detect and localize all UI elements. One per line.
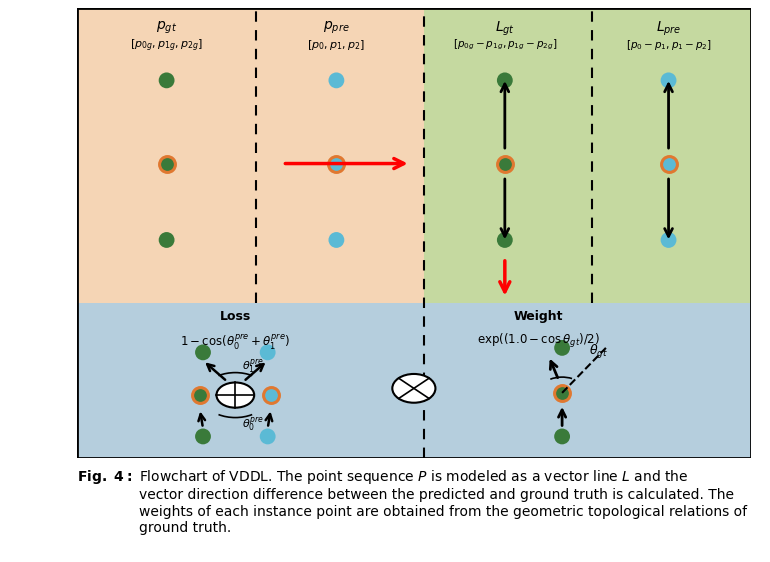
Text: Flowchart of VDDL. The point sequence $P$ is modeled as a vector line $L$ and th: Flowchart of VDDL. The point sequence $P… [139,468,747,535]
Point [330,235,343,244]
Circle shape [392,374,436,403]
Text: $\theta_1^{pre}$: $\theta_1^{pre}$ [242,357,264,375]
Point [262,432,274,441]
Point [556,388,568,397]
Text: $[p_0-p_1,p_1-p_2]$: $[p_0-p_1,p_1-p_2]$ [625,38,711,52]
Bar [424,8,751,303]
Bar [77,8,424,303]
Point [193,391,206,400]
Text: $L_{gt}$: $L_{gt}$ [495,20,515,38]
Point [160,235,172,244]
Text: Weight: Weight [514,310,564,323]
Point [265,391,277,400]
Point [556,432,568,441]
Text: $\theta_0^{pre}$: $\theta_0^{pre}$ [242,415,264,433]
Point [262,348,274,357]
Text: $\theta_{gt}$: $\theta_{gt}$ [589,343,608,361]
Text: $1-\cos(\theta_0^{pre}+\theta_1^{pre})$: $1-\cos(\theta_0^{pre}+\theta_1^{pre})$ [180,332,290,352]
Point [160,76,172,85]
Text: $[p_0,p_1,p_2]$: $[p_0,p_1,p_2]$ [307,38,366,52]
Point [499,76,511,85]
Text: $\exp((1.0-\cos\theta_{gt})/2)$: $\exp((1.0-\cos\theta_{gt})/2)$ [477,332,600,350]
Text: $L_{pre}$: $L_{pre}$ [656,20,681,38]
Text: Loss: Loss [219,310,251,323]
Point [662,235,675,244]
Bar [77,303,751,458]
Point [197,348,209,357]
Point [160,159,172,168]
Text: $p_{pre}$: $p_{pre}$ [323,20,350,36]
Point [499,235,511,244]
Text: $\mathbf{Fig.\ 4:}$: $\mathbf{Fig.\ 4:}$ [77,468,132,486]
Point [499,159,511,168]
Point [197,432,209,441]
Circle shape [216,383,254,407]
Text: $p_{gt}$: $p_{gt}$ [156,20,177,36]
Text: $[p_{0g}-p_{1g},p_{1g}-p_{2g}]$: $[p_{0g}-p_{1g},p_{1g}-p_{2g}]$ [453,38,557,52]
Text: $[p_{0g},p_{1g},p_{2g}]$: $[p_{0g},p_{1g},p_{2g}]$ [130,38,203,54]
Point [330,159,343,168]
Point [556,343,568,352]
Point [330,76,343,85]
Point [662,76,675,85]
Point [662,159,675,168]
